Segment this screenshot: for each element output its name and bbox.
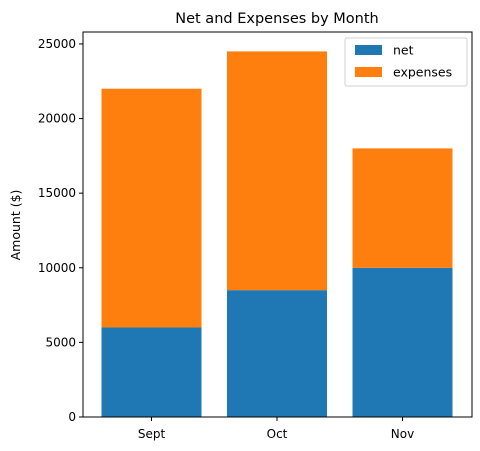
bar-expenses-nov [352,148,453,268]
plot-frame [82,31,473,418]
y-tick-label: 20000 [38,112,76,126]
bar-expenses-oct [227,51,327,291]
bar-expenses-sept [101,88,202,328]
legend-swatch-net [355,45,382,55]
y-tick-label: 5000 [45,335,76,349]
legend-label-net: net [393,43,414,58]
y-axis-ticks: 0 5000 10000 15000 20000 25000 [38,37,83,424]
y-tick-label: 25000 [38,37,76,51]
y-tick-label: 10000 [38,261,76,275]
x-tick-label: Sept [138,427,166,441]
y-tick-label: 15000 [38,186,76,200]
chart-title: Net and Expenses by Month [175,11,379,27]
legend-label-expenses: expenses [393,65,452,80]
legend-swatch-expenses [355,67,382,77]
bar-net-nov [352,267,453,417]
bar-net-sept [101,327,202,417]
y-axis-label: Amount ($) [8,190,23,261]
x-tick-label: Nov [391,427,414,441]
bars-group [101,51,453,417]
y-tick-label: 0 [68,410,76,424]
x-axis-ticks: Sept Oct Nov [138,417,414,441]
bar-net-oct [227,290,327,417]
x-tick-label: Oct [267,427,288,441]
legend: net expenses [344,37,468,87]
